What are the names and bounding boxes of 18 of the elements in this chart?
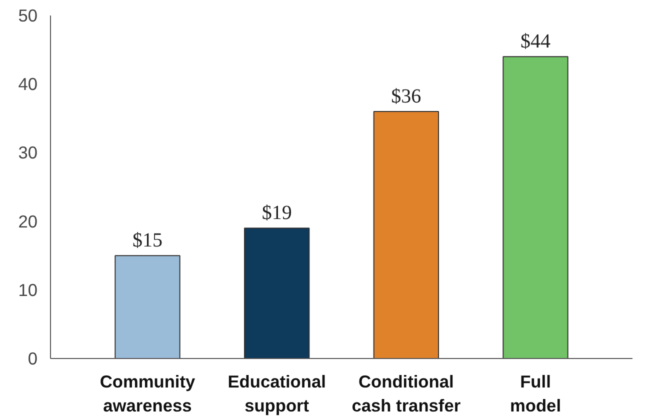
data-label: $19	[262, 202, 292, 224]
y-tick-label: 40	[18, 74, 38, 94]
y-tick-label: 10	[18, 280, 38, 300]
data-label: $44	[520, 30, 550, 53]
data-label: $15	[132, 230, 162, 252]
bar	[373, 111, 439, 358]
y-tick-label: 50	[18, 6, 38, 26]
x-tick-label: Conditional cash transfer	[352, 372, 461, 416]
bar	[114, 255, 180, 358]
data-label: $36	[391, 86, 422, 108]
x-tick-label: Educational support	[228, 372, 326, 416]
y-tick-label: 20	[18, 211, 38, 232]
x-tick-label: Community awareness	[100, 372, 196, 416]
y-tick-label: 30	[18, 142, 38, 163]
bar	[502, 56, 568, 358]
y-tick-label: 0	[28, 348, 38, 368]
bar	[244, 228, 310, 358]
x-tick-label: Full model	[510, 372, 562, 416]
